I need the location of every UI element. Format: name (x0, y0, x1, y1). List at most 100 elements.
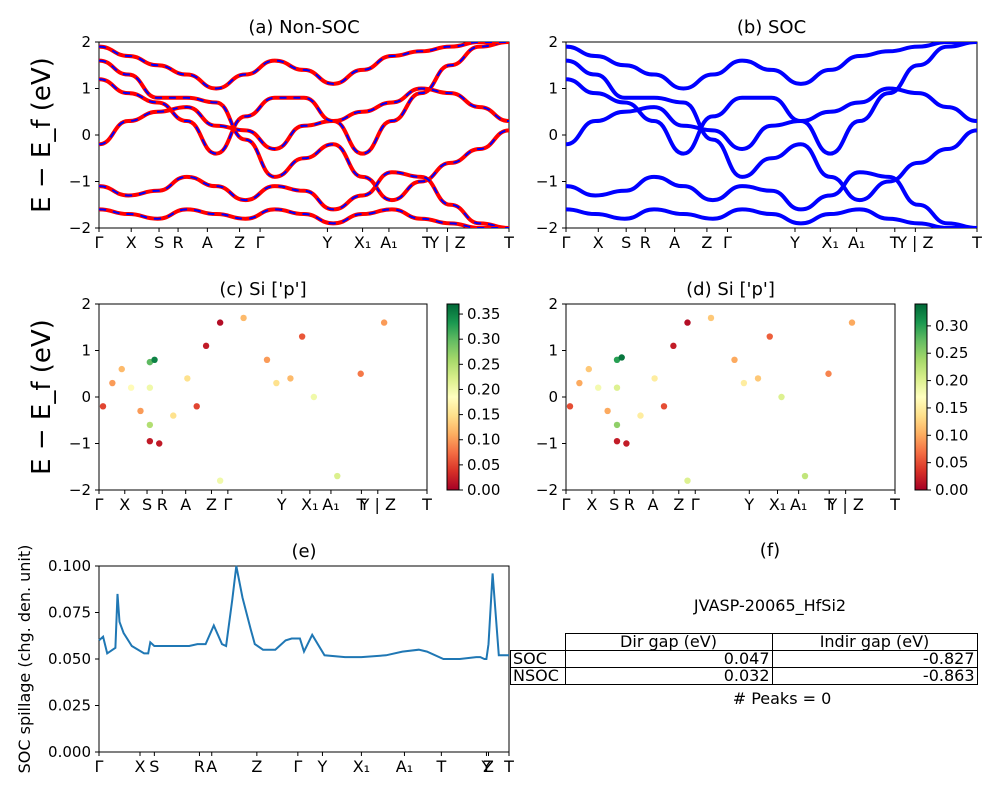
scatter-point (118, 365, 125, 373)
scatter-point (637, 412, 644, 419)
x-tick-label: X₁ (353, 757, 370, 776)
scatter-point (137, 407, 144, 415)
table-row-label: SOC (510, 650, 566, 668)
colorbar-tick-label: 0.10 (467, 431, 500, 449)
y-tick-label: 0 (81, 388, 91, 406)
colorbar (446, 303, 460, 491)
y-tick-label: 0.050 (48, 650, 91, 668)
x-tick-label: Y | Z (428, 233, 465, 252)
scatter-point (595, 384, 602, 391)
x-tick-label: S (149, 757, 159, 776)
colorbar-tick-label: 0.20 (935, 372, 968, 390)
x-tick-label: Γ (293, 757, 302, 776)
x-tick-label: X (135, 757, 146, 776)
table-row-label: NSOC (510, 667, 566, 685)
scatter-point (170, 412, 177, 419)
scatter-point (146, 437, 154, 445)
y-tick-label: 0.075 (48, 604, 91, 622)
y-tick-label: 0.100 (48, 557, 91, 575)
scatter-point (298, 333, 306, 340)
band-line (566, 86, 977, 151)
scatter-point (202, 342, 210, 350)
y-tick-label: −1 (536, 435, 558, 453)
panel-title: (b) SOC (737, 17, 806, 38)
y-tick-label: 1 (548, 80, 558, 98)
scatter-point (585, 365, 592, 373)
scatter-point (613, 437, 621, 445)
gap-table: Dir gap (eV) Indir gap (eV) SOC 0.047 -0… (510, 633, 978, 685)
scatter-point (801, 472, 809, 480)
x-tick-label: X₁ (301, 495, 318, 514)
colorbar-tick-label: 0.30 (935, 317, 968, 335)
x-tick-label: A (180, 495, 191, 514)
x-tick-label: R (624, 495, 635, 514)
x-tick-label: Γ (95, 233, 104, 252)
colorbar-tick-label: 0.30 (467, 330, 500, 348)
band-line-dashed (99, 87, 509, 150)
scatter-point (263, 356, 271, 363)
table-caption: JVASP-20065_HfSi2 (693, 596, 847, 615)
scatter-point (754, 375, 762, 382)
x-tick-label: Y (481, 757, 492, 776)
y-tick-label: 0 (81, 126, 91, 144)
x-tick-label: Z (251, 757, 262, 776)
x-tick-label: R (640, 233, 651, 252)
scatter-point (731, 356, 738, 363)
x-tick-label: T (421, 233, 432, 252)
scatter-point (380, 319, 388, 326)
scatter-point (334, 472, 341, 480)
y-tick-label: 2 (548, 33, 558, 51)
y-tick-label: −1 (536, 173, 558, 191)
x-tick-label: X (593, 233, 604, 252)
y-tick-label: 2 (81, 33, 91, 51)
scatter-point (684, 477, 691, 484)
scatter-point (146, 421, 154, 429)
scatter-point (310, 393, 318, 401)
x-tick-label: X (126, 233, 137, 252)
x-tick-label: Z (701, 233, 712, 252)
scatter-point (660, 403, 668, 410)
y-tick-label: −2 (69, 219, 91, 237)
colorbar-tick-label: 0.15 (935, 399, 968, 417)
colorbar-tick-label: 0.25 (467, 355, 500, 373)
x-tick-label: T (356, 495, 367, 514)
x-tick-label: Y (317, 757, 328, 776)
colorbar-tick-label: 0.35 (467, 305, 500, 323)
scatter-point (273, 379, 280, 387)
panel-title: (c) Si ['p'] (219, 279, 306, 300)
plot-frame (565, 303, 896, 491)
scatter-point (684, 319, 691, 326)
table-corner-cell (511, 634, 566, 651)
scatter-point (566, 403, 574, 410)
y-tick-label: 2 (81, 295, 91, 313)
x-tick-label: Y | Z (827, 495, 864, 514)
table-header-indir-gap: Indir gap (eV) (771, 633, 978, 651)
x-tick-label: Y (322, 233, 333, 252)
scatter-point (127, 384, 135, 391)
x-tick-label: S (621, 233, 631, 252)
band-group (99, 42, 509, 228)
scatter-point (848, 319, 856, 326)
x-tick-label: Γ (95, 495, 104, 514)
y-tick-label: 0.000 (48, 743, 91, 761)
x-tick-label: Y (743, 495, 754, 514)
panel-f-title: (f) (759, 540, 781, 561)
x-tick-label: A₁ (380, 233, 397, 252)
x-tick-label: X (586, 495, 597, 514)
x-tick-label: Z (673, 495, 684, 514)
scatter-point (623, 440, 630, 447)
y-tick-label: 1 (81, 342, 91, 360)
x-tick-label: T (421, 495, 432, 514)
scatter-point (240, 314, 247, 322)
scatter-point (216, 477, 224, 484)
x-tick-label: Γ (256, 233, 265, 252)
y-tick-label: −2 (536, 219, 558, 237)
x-tick-label: A (669, 233, 680, 252)
x-tick-label: S (154, 233, 164, 252)
x-tick-label: A₁ (848, 233, 865, 252)
x-tick-label: Y | Z (359, 495, 396, 514)
x-tick-label: T (971, 233, 982, 252)
band-line-dashed (99, 208, 509, 228)
y-axis-label: E − E_f (eV) (27, 57, 57, 213)
